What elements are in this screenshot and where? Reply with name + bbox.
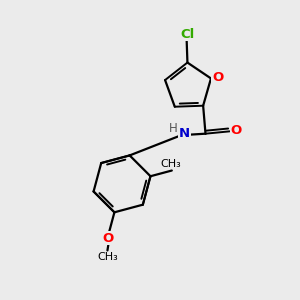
Text: H: H: [169, 122, 178, 135]
Text: O: O: [212, 71, 224, 84]
Text: CH₃: CH₃: [97, 252, 118, 262]
Text: O: O: [230, 124, 242, 137]
Text: CH₃: CH₃: [160, 159, 181, 169]
Text: N: N: [179, 128, 190, 140]
Text: O: O: [103, 232, 114, 244]
Text: Cl: Cl: [180, 28, 195, 40]
